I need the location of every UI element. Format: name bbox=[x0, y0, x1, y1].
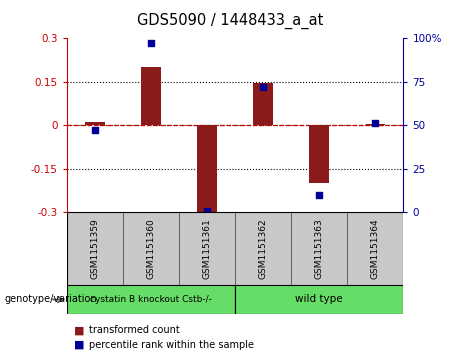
Point bbox=[203, 208, 211, 213]
Bar bbox=[235, 212, 291, 285]
Text: percentile rank within the sample: percentile rank within the sample bbox=[89, 340, 254, 350]
Bar bbox=[197, 125, 217, 214]
Text: GSM1151362: GSM1151362 bbox=[259, 218, 268, 279]
Point bbox=[91, 127, 99, 133]
Text: ■: ■ bbox=[74, 340, 84, 350]
Point bbox=[372, 121, 379, 126]
Bar bbox=[123, 212, 179, 285]
Text: ■: ■ bbox=[74, 325, 84, 335]
Bar bbox=[254, 83, 273, 125]
Point bbox=[260, 84, 267, 90]
Text: GSM1151360: GSM1151360 bbox=[147, 218, 155, 279]
Bar bbox=[141, 67, 161, 125]
Bar bbox=[309, 125, 329, 183]
Bar bbox=[179, 212, 235, 285]
Point bbox=[147, 40, 154, 46]
Text: genotype/variation: genotype/variation bbox=[5, 294, 97, 305]
Bar bbox=[67, 285, 235, 314]
Bar bbox=[67, 212, 123, 285]
Text: cystatin B knockout Cstb-/-: cystatin B knockout Cstb-/- bbox=[90, 295, 212, 304]
Text: GSM1151359: GSM1151359 bbox=[90, 218, 100, 279]
Text: GSM1151363: GSM1151363 bbox=[315, 218, 324, 279]
Point bbox=[315, 192, 323, 198]
Bar bbox=[347, 212, 403, 285]
Bar bbox=[366, 124, 385, 125]
Bar bbox=[85, 122, 105, 125]
Text: GDS5090 / 1448433_a_at: GDS5090 / 1448433_a_at bbox=[137, 13, 324, 29]
Text: wild type: wild type bbox=[296, 294, 343, 305]
Text: GSM1151364: GSM1151364 bbox=[371, 218, 380, 279]
Bar bbox=[291, 212, 347, 285]
Text: transformed count: transformed count bbox=[89, 325, 180, 335]
Text: GSM1151361: GSM1151361 bbox=[202, 218, 212, 279]
Bar bbox=[235, 285, 403, 314]
